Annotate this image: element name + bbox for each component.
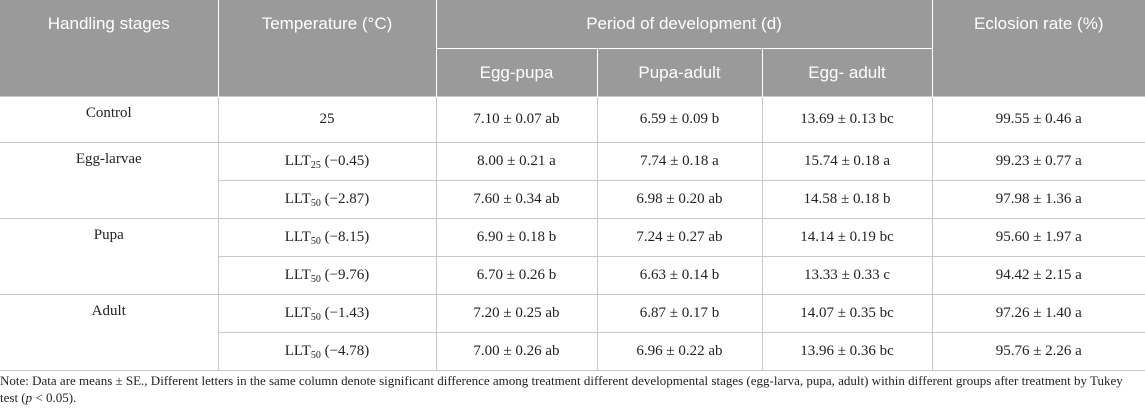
temperature-subscript: 50 bbox=[310, 198, 321, 209]
header-eclosion-rate: Eclosion rate (%) bbox=[931, 0, 1145, 97]
header-row-2: Egg-pupa Pupa-adult Egg- adult bbox=[0, 48, 1145, 97]
stage-cell: Adult bbox=[0, 294, 218, 371]
note-p-symbol: p bbox=[25, 390, 33, 405]
table-note: Note: Data are means ± SE., Different le… bbox=[0, 372, 1140, 406]
pupa-adult-cell: 6.98 ± 0.20 ab bbox=[596, 180, 762, 219]
table-row: Egg-larvae LLT25 (−0.45) 8.00 ± 0.21 a 7… bbox=[0, 142, 1145, 219]
temperature-subscript: 50 bbox=[310, 312, 321, 323]
temperature-value: (−0.45) bbox=[320, 153, 370, 169]
egg-adult-cell: 13.69 ± 0.13 bc bbox=[761, 96, 933, 143]
stage-cell: Pupa bbox=[0, 218, 218, 295]
egg-pupa-cell: 7.00 ± 0.26 ab bbox=[435, 332, 597, 371]
temperature-value: 25 bbox=[319, 111, 335, 127]
temperature-cell: LLT50 (−8.15) bbox=[217, 218, 436, 257]
eclosion-cell: 99.55 ± 0.46 a bbox=[931, 96, 1145, 143]
egg-adult-cell: 14.07 ± 0.35 bc bbox=[761, 294, 933, 333]
eclosion-cell: 95.76 ± 2.26 a bbox=[931, 332, 1145, 371]
pupa-adult-cell: 6.87 ± 0.17 b bbox=[596, 294, 762, 333]
header-egg-pupa: Egg-pupa bbox=[435, 48, 597, 97]
eclosion-cell: 99.23 ± 0.77 a bbox=[931, 142, 1145, 181]
egg-adult-cell: 14.58 ± 0.18 b bbox=[761, 180, 933, 219]
temperature-prefix: LLT bbox=[284, 305, 311, 321]
table-header: Handling stages Temperature (°C) Period … bbox=[0, 0, 1145, 97]
temperature-value: (−9.76) bbox=[320, 267, 370, 283]
temperature-subscript: 50 bbox=[310, 274, 321, 285]
note-text-end: < 0.05). bbox=[32, 390, 77, 405]
temperature-cell: 25 bbox=[217, 96, 436, 143]
header-row-1: Handling stages Temperature (°C) Period … bbox=[0, 0, 1145, 97]
note-text: Note: Data are means ± SE., Different le… bbox=[0, 373, 1123, 405]
temperature-cell: LLT50 (−9.76) bbox=[217, 256, 436, 295]
table-row: LLT50 (−9.76) 6.70 ± 0.26 b 6.63 ± 0.14 … bbox=[0, 256, 1145, 295]
table-row: Adult LLT50 (−1.43) 7.20 ± 0.25 ab 6.87 … bbox=[0, 294, 1145, 371]
pupa-adult-cell: 6.63 ± 0.14 b bbox=[596, 256, 762, 295]
temperature-prefix: LLT bbox=[284, 267, 311, 283]
pupa-adult-cell: 7.74 ± 0.18 a bbox=[596, 142, 762, 181]
egg-pupa-cell: 7.10 ± 0.07 ab bbox=[435, 96, 597, 143]
table-row: Control 25 7.10 ± 0.07 ab 6.59 ± 0.09 b … bbox=[0, 96, 1145, 143]
temperature-value: (−2.87) bbox=[320, 191, 370, 207]
pupa-adult-cell: 6.96 ± 0.22 ab bbox=[596, 332, 762, 371]
temperature-cell: LLT25 (−0.45) bbox=[217, 142, 436, 181]
table-row: LLT50 (−2.87) 7.60 ± 0.34 ab 6.98 ± 0.20… bbox=[0, 180, 1145, 219]
temperature-prefix: LLT bbox=[284, 343, 311, 359]
temperature-value: (−4.78) bbox=[320, 343, 370, 359]
temperature-value: (−8.15) bbox=[320, 229, 370, 245]
header-temperature: Temperature (°C) bbox=[217, 0, 436, 97]
egg-pupa-cell: 6.90 ± 0.18 b bbox=[435, 218, 597, 257]
egg-adult-cell: 13.96 ± 0.36 bc bbox=[761, 332, 933, 371]
temperature-subscript: 50 bbox=[310, 236, 321, 247]
stage-cell: Control bbox=[0, 96, 218, 143]
table-row: Pupa LLT50 (−8.15) 6.90 ± 0.18 b 7.24 ± … bbox=[0, 218, 1145, 295]
egg-adult-cell: 15.74 ± 0.18 a bbox=[761, 142, 933, 181]
eclosion-cell: 97.26 ± 1.40 a bbox=[931, 294, 1145, 333]
header-period-of-development: Period of development (d) bbox=[435, 0, 933, 49]
eclosion-cell: 95.60 ± 1.97 a bbox=[931, 218, 1145, 257]
header-handling-stages: Handling stages bbox=[0, 0, 218, 97]
egg-pupa-cell: 7.60 ± 0.34 ab bbox=[435, 180, 597, 219]
header-pupa-adult: Pupa-adult bbox=[596, 48, 762, 97]
pupa-adult-cell: 6.59 ± 0.09 b bbox=[596, 96, 762, 143]
table-body: Control 25 7.10 ± 0.07 ab 6.59 ± 0.09 b … bbox=[0, 96, 1145, 371]
temperature-cell: LLT50 (−2.87) bbox=[217, 180, 436, 219]
temperature-subscript: 25 bbox=[310, 160, 321, 171]
pupa-adult-cell: 7.24 ± 0.27 ab bbox=[596, 218, 762, 257]
egg-pupa-cell: 6.70 ± 0.26 b bbox=[435, 256, 597, 295]
data-table: Handling stages Temperature (°C) Period … bbox=[0, 0, 1145, 371]
stage-cell: Egg-larvae bbox=[0, 142, 218, 219]
temperature-prefix: LLT bbox=[284, 153, 311, 169]
egg-pupa-cell: 8.00 ± 0.21 a bbox=[435, 142, 597, 181]
temperature-subscript: 50 bbox=[310, 350, 321, 361]
temperature-prefix: LLT bbox=[284, 229, 311, 245]
egg-adult-cell: 14.14 ± 0.19 bc bbox=[761, 218, 933, 257]
eclosion-cell: 97.98 ± 1.36 a bbox=[931, 180, 1145, 219]
temperature-prefix: LLT bbox=[284, 191, 311, 207]
temperature-value: (−1.43) bbox=[320, 305, 370, 321]
egg-pupa-cell: 7.20 ± 0.25 ab bbox=[435, 294, 597, 333]
eclosion-cell: 94.42 ± 2.15 a bbox=[931, 256, 1145, 295]
temperature-cell: LLT50 (−1.43) bbox=[217, 294, 436, 333]
egg-adult-cell: 13.33 ± 0.33 c bbox=[761, 256, 933, 295]
table-row: LLT50 (−4.78) 7.00 ± 0.26 ab 6.96 ± 0.22… bbox=[0, 332, 1145, 371]
header-egg-adult: Egg- adult bbox=[761, 48, 933, 97]
temperature-cell: LLT50 (−4.78) bbox=[217, 332, 436, 371]
